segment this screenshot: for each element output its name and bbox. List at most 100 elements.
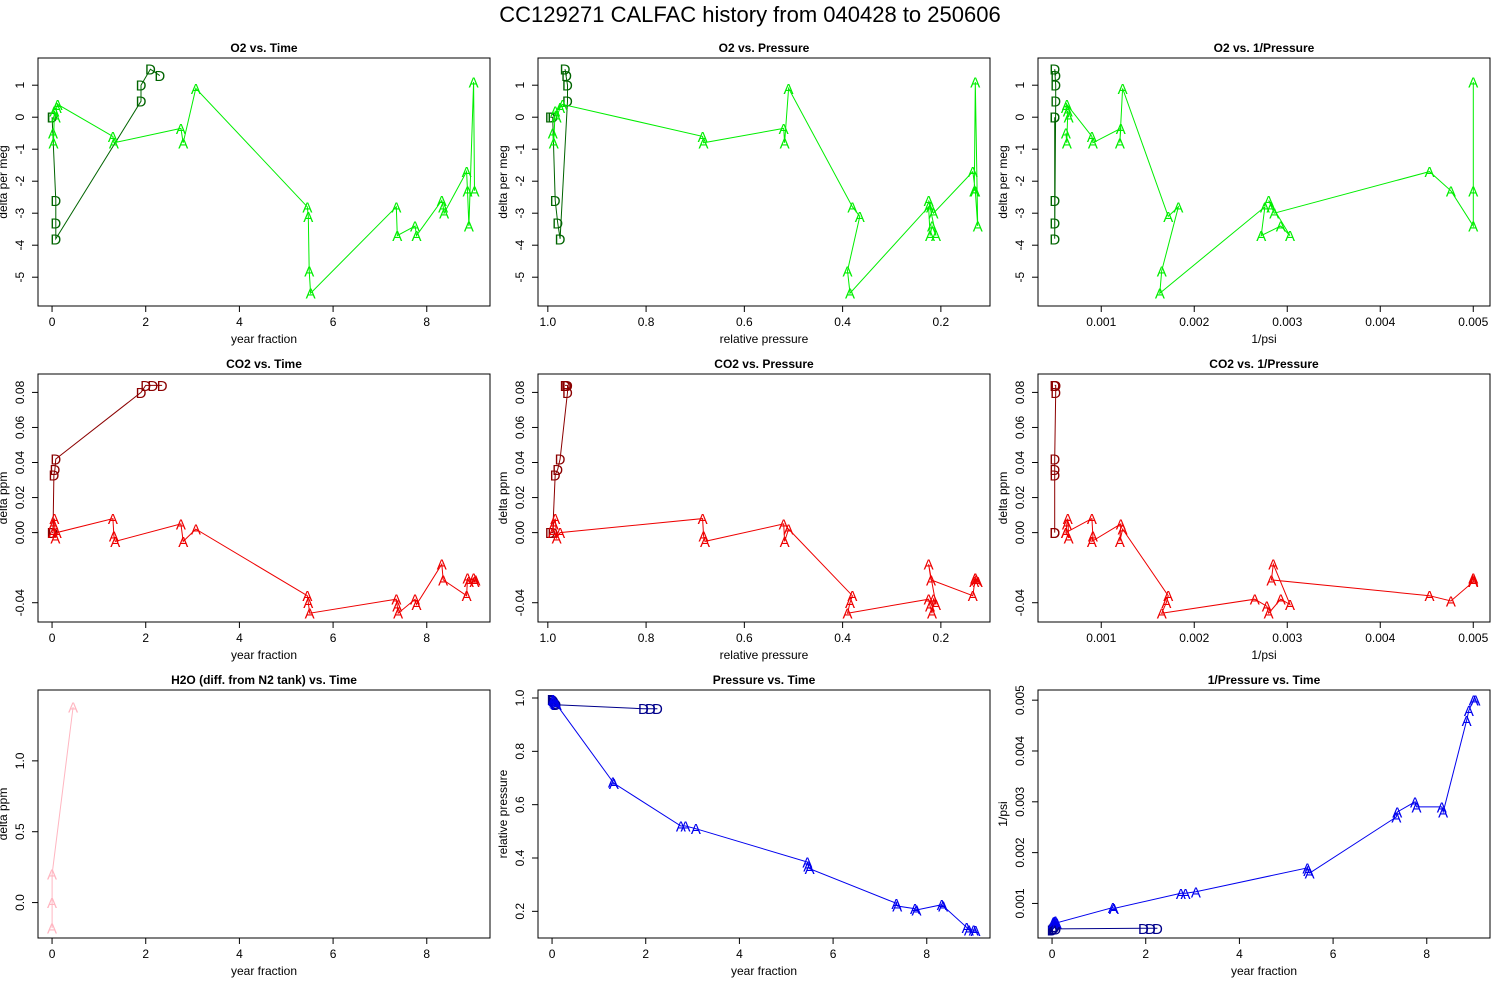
chart-4-point-A: A (50, 530, 60, 547)
chart-3-ytick-label: -1 (1013, 144, 1027, 155)
chart-1-point-A: A (48, 135, 58, 152)
chart-3-point-D: D (1049, 215, 1060, 232)
chart-7-title: H2O (diff. from N2 tank) vs. Time (171, 673, 357, 687)
chart-5-xlabel: relative pressure (720, 648, 809, 662)
chart-4-point-A: A (464, 574, 474, 591)
chart-9-point-A: A (1470, 693, 1480, 710)
chart-8-xtick-label: 2 (642, 947, 649, 961)
chart-6-point-A: A (1157, 606, 1167, 623)
chart-3-ytick-label: 0 (1013, 114, 1027, 121)
chart-5-xtick-label: 0.4 (834, 631, 851, 645)
chart-8-point-A: A (549, 695, 559, 712)
chart-3-point-A: A (1269, 206, 1279, 223)
chart-2-ylabel: delta per meg (496, 145, 510, 218)
chart-7-point-A: A (47, 895, 57, 912)
chart-2-point-A: A (928, 206, 938, 223)
chart-2-point-A: A (970, 183, 980, 200)
chart-5-ytick-label: 0.06 (513, 415, 527, 439)
chart-6-xlabel: 1/psi (1251, 648, 1276, 662)
chart-8-point-D: D (549, 696, 560, 713)
chart-8-title: Pressure vs. Time (713, 673, 816, 687)
chart-1-ytick-label: -1 (13, 144, 27, 155)
chart-5-point-A: A (549, 516, 559, 533)
chart-9-point-A: A (1181, 886, 1191, 903)
chart-4-title: CO2 vs. Time (226, 357, 302, 371)
chart-8-point-A: A (552, 697, 562, 714)
chart-6-ytick-label: 0.00 (1013, 521, 1027, 545)
chart-8-point-A: A (608, 775, 618, 792)
chart-3-point-A: A (1468, 219, 1478, 236)
chart-4-series-D-line (52, 384, 163, 534)
chart-5-point-A: A (784, 522, 794, 539)
chart-2-point-A: A (970, 75, 980, 92)
chart-5-point-A: A (924, 557, 934, 574)
chart-3-point-A: A (1276, 219, 1286, 236)
chart-8-point-A: A (802, 855, 812, 872)
chart-2-point-A: A (843, 263, 853, 280)
chart-6-point-D: D (1050, 378, 1061, 395)
chart-4-ylabel: delta ppm (0, 472, 10, 525)
chart-2-point-A: A (855, 209, 865, 226)
chart-1-ytick-label: -2 (13, 176, 27, 187)
chart-1-ytick-label: -5 (13, 272, 27, 283)
chart-1-point-A: A (52, 100, 62, 117)
chart-8-point-A: A (937, 897, 947, 914)
chart-3-point-A: A (1115, 135, 1125, 152)
chart-2-point-A: A (845, 286, 855, 303)
chart-1-point-A: A (108, 129, 118, 146)
chart-8-point-A: A (681, 819, 691, 836)
chart-9-ytick-label: 0.001 (1013, 888, 1027, 918)
chart-5-point-D: D (562, 385, 573, 402)
chart-6-frame (1037, 373, 1491, 623)
chart-6-xtick-label: 0.003 (1272, 631, 1302, 645)
chart-7-xtick-label: 2 (142, 947, 149, 961)
chart-6-point-D: D (1049, 452, 1060, 469)
chart-6-point-A: A (1266, 572, 1276, 589)
chart-5-point-A: A (924, 592, 934, 609)
chart-4-xtick-label: 6 (330, 631, 337, 645)
chart-7-xtick-label: 8 (423, 947, 430, 961)
chart-5-ytick-label: 0.04 (513, 451, 527, 475)
chart-5-point-A: A (931, 597, 941, 614)
chart-2-point-A: A (931, 228, 941, 245)
chart-9-point-A: A (1109, 901, 1119, 918)
chart-5-point-D: D (561, 378, 572, 395)
chart-5-point-A: A (968, 588, 978, 605)
chart-6-xtick-label: 0.004 (1365, 631, 1395, 645)
chart-8-point-A: A (805, 861, 815, 878)
chart-4-point-D: D (147, 378, 158, 395)
chart-1-xtick-label: 6 (330, 315, 337, 329)
chart-1-point-A: A (462, 164, 472, 181)
chart-2-point-A: A (779, 121, 789, 138)
chart-3-point-A: A (1260, 199, 1270, 216)
chart-6-xtick-label: 0.005 (1458, 631, 1488, 645)
chart-9-point-A: A (1048, 915, 1058, 932)
chart-1-xtick-label: 0 (49, 315, 56, 329)
chart-1-point-A: A (53, 97, 63, 114)
chart-1-title: O2 vs. Time (230, 41, 297, 55)
chart-5-point-A: A (779, 516, 789, 533)
chart-2-point-A: A (698, 129, 708, 146)
chart-4-point-A: A (108, 511, 118, 528)
chart-1-point-D: D (50, 193, 61, 210)
chart-6-point-A: A (1118, 522, 1128, 539)
chart-5-point-A: A (780, 534, 790, 551)
chart-5-point-A: A (970, 571, 980, 588)
chart-7-xtick-label: 0 (49, 947, 56, 961)
chart-6-point-A: A (1468, 572, 1478, 589)
chart-6-point-A: A (1061, 525, 1071, 542)
chart-4-point-A: A (191, 522, 201, 539)
chart-8-point-D: D (547, 692, 558, 709)
chart-4-point-A: A (302, 588, 312, 605)
chart-1-point-A: A (469, 75, 479, 92)
chart-3-point-A: A (1118, 81, 1128, 98)
chart-8-point-A: A (962, 920, 972, 937)
chart-8-ylabel: relative pressure (496, 769, 510, 858)
chart-5-point-A: A (843, 606, 853, 623)
chart-9-xtick-label: 2 (1142, 947, 1149, 961)
chart-8-point-D: D (550, 697, 561, 714)
chart-4-point-D: D (49, 462, 60, 479)
chart-9-xtick-label: 4 (1236, 947, 1243, 961)
chart-6-point-A: A (1468, 574, 1478, 591)
chart-6-point-D: D (1049, 467, 1060, 484)
